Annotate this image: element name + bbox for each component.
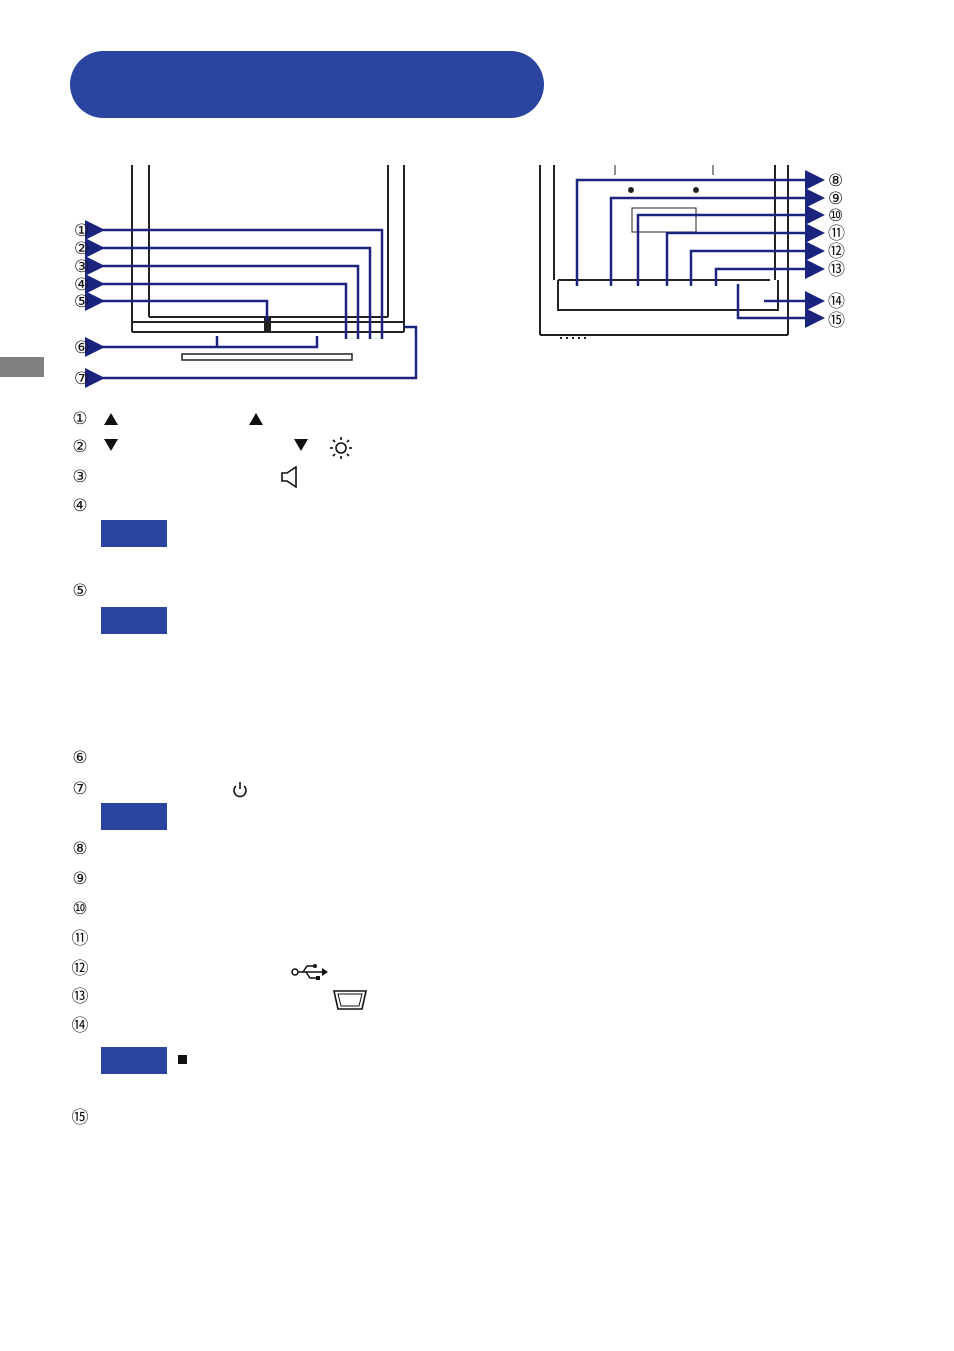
list-item-11: ⑪: [69, 928, 91, 950]
list-number: ④: [72, 496, 88, 516]
callout-7: ⑦: [74, 369, 89, 389]
callout-1: ①: [74, 221, 89, 241]
list-number: ⑤: [72, 581, 88, 601]
list-item-13: ⑬: [69, 986, 91, 1008]
list-number: ⑭: [71, 1016, 89, 1036]
callout-10: ⑩: [828, 206, 843, 226]
front-leader-lines: [85, 220, 418, 388]
list-item-8: ⑧: [69, 838, 91, 860]
callout-11: ⑪: [828, 224, 845, 244]
callout-3: ③: [74, 257, 89, 277]
list-number: ⑥: [72, 748, 88, 768]
callout-2: ②: [74, 239, 89, 259]
list-item-12: ⑫: [69, 958, 91, 980]
note-box: [101, 1047, 167, 1074]
rear-callout-numbers: ⑧ ⑨ ⑩ ⑪ ⑫ ⑬ ⑭ ⑮: [828, 171, 845, 331]
note-box: [101, 607, 167, 634]
callout-9: ⑨: [828, 189, 843, 209]
list-item-9: ⑨: [69, 868, 91, 890]
list-number: ①: [72, 409, 88, 429]
list-number: ⑨: [72, 869, 88, 889]
rear-view-diagram: ⑧ ⑨ ⑩ ⑪ ⑫ ⑬ ⑭ ⑮: [539, 165, 845, 339]
up-triangle-icon: [249, 413, 263, 425]
list-number: ⑦: [72, 779, 88, 799]
down-triangle-icon: [104, 439, 118, 451]
callout-5: ⑤: [74, 292, 89, 312]
list-item-7: ⑦: [69, 778, 91, 800]
list-item-10: ⑩: [69, 898, 91, 920]
rear-leader-lines: [575, 170, 825, 328]
list-item-5: ⑤: [69, 580, 91, 602]
monitor-front-outline: [131, 165, 405, 361]
list-number: ⑬: [71, 987, 89, 1007]
list-item-15: ⑮: [69, 1107, 91, 1129]
usb-icon: [291, 964, 328, 980]
list-item-14: ⑭: [69, 1015, 91, 1037]
brightness-icon: [330, 437, 352, 459]
square-bullet-icon: [178, 1055, 187, 1064]
callout-12: ⑫: [828, 242, 845, 262]
section-title-bar: [70, 51, 544, 118]
note-box: [101, 803, 167, 830]
power-icon: [233, 782, 247, 798]
note-box: [101, 520, 167, 547]
list-number: ⑪: [71, 929, 89, 949]
list-number: ⑫: [71, 959, 89, 979]
callout-13: ⑬: [828, 260, 845, 280]
side-tab: [0, 357, 44, 377]
list-item-3: ③: [69, 466, 91, 488]
list-number: ⑧: [72, 839, 88, 859]
list-item-1: ①: [69, 408, 91, 430]
list-number: ③: [72, 467, 88, 487]
list-number: ②: [72, 437, 88, 457]
list-number: ⑮: [71, 1108, 89, 1128]
list-item-6: ⑥: [69, 747, 91, 769]
list-item-2: ②: [69, 436, 91, 458]
down-triangle-icon: [294, 439, 308, 451]
front-callout-numbers: ① ② ③ ④ ⑤ ⑥ ⑦: [74, 221, 89, 389]
speaker-icon: [281, 466, 297, 488]
callout-6: ⑥: [74, 338, 89, 358]
list-item-4: ④: [69, 495, 91, 517]
up-triangle-icon: [104, 413, 118, 425]
callout-15: ⑮: [828, 311, 845, 331]
callout-14: ⑭: [828, 292, 845, 312]
front-view-diagram: ① ② ③ ④ ⑤ ⑥ ⑦: [74, 165, 418, 389]
callout-8: ⑧: [828, 171, 843, 191]
list-number: ⑩: [72, 899, 88, 919]
vga-connector-icon: [333, 990, 367, 1010]
callout-4: ④: [74, 275, 89, 295]
